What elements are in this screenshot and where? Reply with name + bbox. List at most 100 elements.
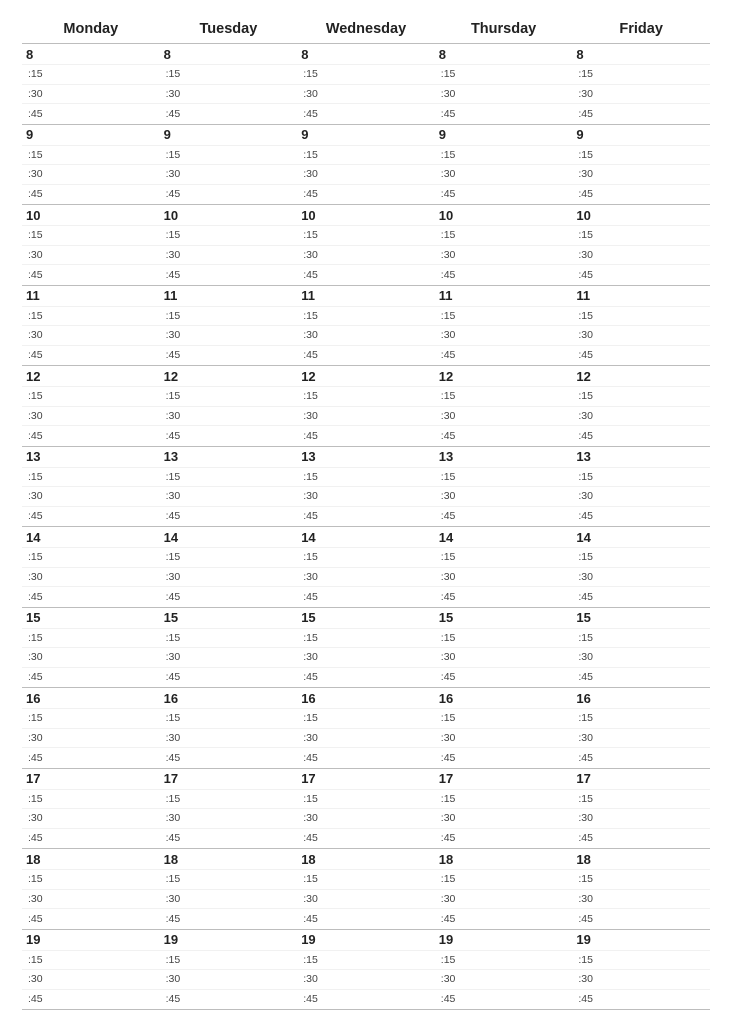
minute-label: :45 <box>572 108 710 120</box>
hour-row: 1212121212 <box>22 366 710 387</box>
minute-label: :30 <box>160 651 298 663</box>
minute-label: :45 <box>572 430 710 442</box>
minute-label: :30 <box>297 812 435 824</box>
minute-label: :45 <box>572 510 710 522</box>
minute-label: :15 <box>297 68 435 80</box>
minute-row: :30:30:30:30:30 <box>22 85 710 105</box>
hour-block: 1313131313:15:15:15:15:15:30:30:30:30:30… <box>22 447 710 528</box>
hour-block: 1616161616:15:15:15:15:15:30:30:30:30:30… <box>22 688 710 769</box>
minute-label: :45 <box>297 510 435 522</box>
hour-label: 12 <box>160 369 298 384</box>
minute-label: :30 <box>572 651 710 663</box>
minute-label: :15 <box>572 310 710 322</box>
hour-label: 14 <box>297 530 435 545</box>
minute-label: :15 <box>22 390 160 402</box>
minute-label: :45 <box>297 430 435 442</box>
hour-label: 11 <box>22 288 160 303</box>
minute-label: :45 <box>22 510 160 522</box>
hour-row: 1010101010 <box>22 205 710 226</box>
minute-label: :45 <box>435 752 573 764</box>
hour-block: 1919191919:15:15:15:15:15:30:30:30:30:30… <box>22 930 710 1011</box>
minute-label: :45 <box>572 188 710 200</box>
minute-row: :15:15:15:15:15 <box>22 870 710 890</box>
hour-block: 1414141414:15:15:15:15:15:30:30:30:30:30… <box>22 527 710 608</box>
minute-label: :15 <box>297 471 435 483</box>
minute-row: :30:30:30:30:30 <box>22 165 710 185</box>
hour-row: 1111111111 <box>22 286 710 307</box>
hour-label: 9 <box>297 127 435 142</box>
minute-label: :30 <box>160 88 298 100</box>
minute-label: :15 <box>435 471 573 483</box>
hour-label: 14 <box>572 530 710 545</box>
hour-label: 15 <box>160 610 298 625</box>
hour-label: 13 <box>572 449 710 464</box>
minute-label: :45 <box>297 591 435 603</box>
minute-label: :15 <box>297 954 435 966</box>
minute-label: :30 <box>435 249 573 261</box>
hour-label: 19 <box>22 932 160 947</box>
minute-row: :45:45:45:45:45 <box>22 990 710 1010</box>
minute-label: :15 <box>22 873 160 885</box>
hour-label: 19 <box>572 932 710 947</box>
minute-label: :30 <box>22 249 160 261</box>
minute-label: :30 <box>22 893 160 905</box>
minute-label: :15 <box>160 551 298 563</box>
minute-label: :15 <box>572 793 710 805</box>
hour-label: 9 <box>22 127 160 142</box>
minute-label: :45 <box>435 349 573 361</box>
minute-label: :30 <box>297 893 435 905</box>
minute-label: :30 <box>160 732 298 744</box>
hour-label: 19 <box>160 932 298 947</box>
minute-label: :15 <box>435 793 573 805</box>
minute-label: :30 <box>297 410 435 422</box>
minute-label: :15 <box>572 954 710 966</box>
hour-row: 1717171717 <box>22 769 710 790</box>
hour-label: 8 <box>160 47 298 62</box>
hour-label: 10 <box>435 208 573 223</box>
minute-label: :45 <box>297 993 435 1005</box>
minute-label: :15 <box>160 793 298 805</box>
minute-label: :15 <box>435 68 573 80</box>
minute-label: :15 <box>297 149 435 161</box>
minute-label: :45 <box>435 671 573 683</box>
minute-label: :30 <box>22 732 160 744</box>
minute-label: :45 <box>160 349 298 361</box>
minute-label: :15 <box>22 793 160 805</box>
minute-label: :45 <box>22 993 160 1005</box>
minute-label: :30 <box>572 249 710 261</box>
day-header: Monday <box>22 21 160 37</box>
minute-label: :45 <box>22 349 160 361</box>
hour-block: 1717171717:15:15:15:15:15:30:30:30:30:30… <box>22 769 710 850</box>
minute-label: :30 <box>22 88 160 100</box>
minute-label: :30 <box>435 812 573 824</box>
minute-row: :45:45:45:45:45 <box>22 748 710 768</box>
minute-label: :45 <box>160 993 298 1005</box>
minute-label: :45 <box>435 993 573 1005</box>
minute-label: :45 <box>160 913 298 925</box>
minute-label: :45 <box>160 752 298 764</box>
minute-label: :45 <box>160 269 298 281</box>
minute-label: :15 <box>435 310 573 322</box>
minute-label: :45 <box>297 671 435 683</box>
minute-label: :15 <box>22 632 160 644</box>
hour-label: 15 <box>297 610 435 625</box>
minute-label: :15 <box>22 712 160 724</box>
minute-row: :45:45:45:45:45 <box>22 909 710 929</box>
minute-label: :30 <box>435 651 573 663</box>
hour-label: 18 <box>435 852 573 867</box>
hour-label: 13 <box>160 449 298 464</box>
minute-label: :45 <box>572 913 710 925</box>
hour-label: 8 <box>572 47 710 62</box>
hour-label: 18 <box>22 852 160 867</box>
minute-label: :30 <box>572 893 710 905</box>
hour-row: 1515151515 <box>22 608 710 629</box>
minute-row: :45:45:45:45:45 <box>22 587 710 607</box>
minute-row: :15:15:15:15:15 <box>22 146 710 166</box>
hour-label: 13 <box>22 449 160 464</box>
hour-block: 1111111111:15:15:15:15:15:30:30:30:30:30… <box>22 286 710 367</box>
minute-label: :15 <box>572 68 710 80</box>
minute-label: :45 <box>572 349 710 361</box>
hour-label: 11 <box>572 288 710 303</box>
minute-label: :45 <box>572 269 710 281</box>
minute-row: :45:45:45:45:45 <box>22 668 710 688</box>
